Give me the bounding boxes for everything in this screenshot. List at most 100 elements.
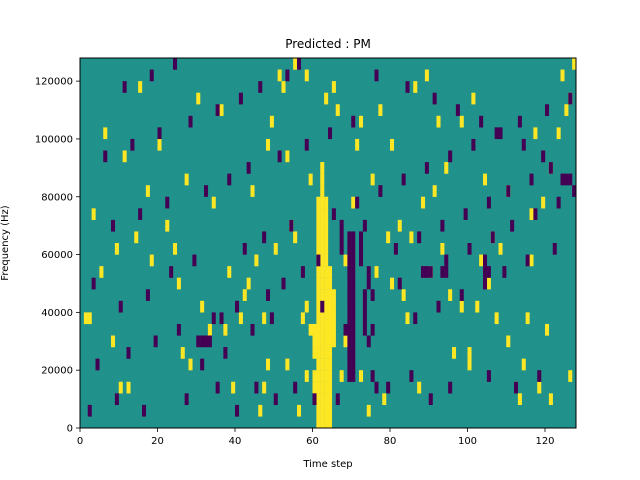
heatmap-cell-low — [235, 404, 240, 417]
heatmap-cell-high — [180, 347, 185, 359]
heatmap-cell-high — [138, 81, 143, 93]
heatmap-cell-low — [517, 115, 522, 128]
heatmap-cell-low — [490, 231, 495, 244]
heatmap-cell-high — [401, 289, 406, 301]
heatmap-cell-low — [347, 347, 352, 359]
heatmap-cell-high — [316, 243, 321, 255]
heatmap-cell-high — [483, 173, 488, 186]
heatmap-cell-high — [324, 289, 329, 301]
heatmap-cell-high — [320, 231, 325, 244]
heatmap-cell-high — [173, 243, 178, 255]
heatmap-cell-low — [343, 323, 348, 336]
x-tick-label: 120 — [535, 436, 554, 447]
heatmap-cell-high — [359, 370, 364, 382]
heatmap-cell-low — [572, 185, 577, 197]
heatmap-cell-high — [316, 231, 321, 244]
heatmap-cell-high — [320, 370, 325, 382]
heatmap-cell-low — [289, 219, 294, 232]
heatmap-cell-low — [262, 231, 267, 244]
heatmap-cell-high — [324, 243, 329, 255]
heatmap-cell-high — [320, 404, 325, 417]
heatmap-cell-high — [316, 393, 321, 406]
heatmap-cell-low — [103, 150, 108, 163]
heatmap-cell-high — [328, 347, 333, 359]
heatmap-cell-low — [366, 335, 371, 348]
heatmap-cell-low — [471, 138, 476, 151]
y-tick-label: 100000 — [35, 134, 73, 145]
heatmap-cell-high — [568, 370, 573, 382]
heatmap-cell-high — [386, 231, 391, 244]
heatmap-cell-high — [556, 127, 561, 140]
y-tick-label: 60000 — [41, 250, 73, 261]
heatmap-cell-low — [238, 92, 243, 105]
heatmap-cell-low — [351, 243, 356, 255]
heatmap-cell-high — [320, 162, 325, 174]
heatmap-cell-low — [506, 185, 511, 197]
heatmap-cell-low — [126, 347, 131, 359]
heatmap-cell-low — [486, 370, 491, 382]
heatmap-cell-low — [370, 289, 375, 301]
heatmap-cell-low — [483, 277, 488, 290]
heatmap-cell-high — [176, 277, 181, 290]
heatmap-cell-high — [517, 393, 522, 406]
heatmap-cell-low — [351, 370, 356, 382]
heatmap-cell-high — [304, 69, 309, 82]
heatmap-cell-high — [103, 127, 108, 140]
heatmap-cell-high — [316, 358, 321, 371]
heatmap-cell-low — [351, 358, 356, 371]
x-tick-label: 40 — [229, 436, 242, 447]
heatmap-cell-low — [560, 173, 565, 186]
heatmap-cell-high — [200, 300, 205, 313]
heatmap-cell-low — [459, 289, 464, 301]
heatmap-cell-low — [494, 127, 499, 140]
heatmap-cell-high — [207, 323, 212, 336]
heatmap-cell-low — [285, 69, 290, 82]
heatmap-cell-high — [467, 358, 472, 371]
heatmap-cell-high — [370, 173, 375, 186]
heatmap-cell-low — [111, 219, 116, 232]
heatmap-cell-high — [374, 266, 379, 278]
heatmap-cell-high — [572, 58, 577, 70]
heatmap-cell-low — [142, 404, 147, 417]
heatmap-cell-low — [374, 69, 379, 82]
heatmap-cell-high — [328, 370, 333, 382]
heatmap-cell-low — [138, 208, 143, 221]
heatmap-cell-low — [479, 115, 484, 128]
heatmap-cell-low — [351, 323, 356, 336]
heatmap-cell-low — [359, 254, 364, 267]
heatmap-cell-low — [165, 196, 170, 209]
heatmap-cell-high — [246, 277, 251, 290]
x-tick-label: 100 — [458, 436, 477, 447]
heatmap-cell-high — [324, 196, 329, 209]
heatmap-cell-high — [87, 312, 92, 325]
heatmap-cell-low — [401, 173, 406, 186]
heatmap-cell-high — [316, 370, 321, 382]
heatmap-cell-low — [436, 300, 441, 313]
heatmap-cell-low — [366, 266, 371, 278]
heatmap-cell-low — [351, 347, 356, 359]
heatmap-cell-low — [533, 208, 538, 221]
heatmap-cell-high — [320, 277, 325, 290]
heatmap-cell-low — [235, 300, 240, 313]
heatmap-cell-high — [316, 335, 321, 348]
heatmap-cell-high — [359, 115, 364, 128]
heatmap-cell-low — [564, 173, 569, 186]
heatmap-cell-high — [320, 173, 325, 186]
heatmap-cell-high — [316, 266, 321, 278]
heatmap-cell-high — [293, 231, 298, 244]
heatmap-cell-high — [320, 254, 325, 267]
heatmap-cell-high — [405, 312, 410, 325]
heatmap-cell-high — [320, 312, 325, 325]
heatmap-cell-high — [320, 196, 325, 209]
heatmap-cell-high — [324, 335, 329, 348]
heatmap-cell-high — [521, 358, 526, 371]
heatmap-cell-high — [320, 416, 325, 429]
heatmap-cell-high — [525, 312, 530, 325]
heatmap-cell-low — [366, 277, 371, 290]
heatmap-cell-high — [308, 323, 313, 336]
heatmap-cell-high — [231, 381, 236, 394]
heatmap-cell-low — [448, 381, 453, 394]
heatmap-cell-high — [444, 162, 449, 174]
heatmap-cell-high — [312, 335, 317, 348]
